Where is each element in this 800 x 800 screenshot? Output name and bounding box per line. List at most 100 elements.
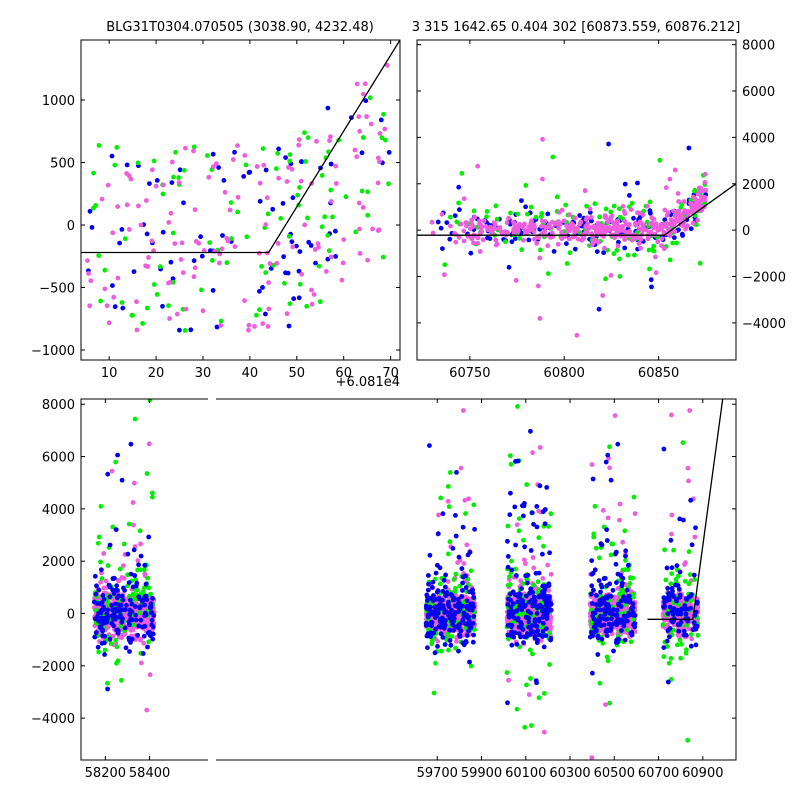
tr-data-point: [608, 209, 614, 215]
b-data-point: [686, 478, 691, 484]
b-data-point: [622, 567, 628, 573]
b-data-point: [589, 755, 595, 760]
tr-data-point: [469, 221, 475, 227]
tr-ytick-label: 6000: [742, 85, 775, 100]
b-data-point: [99, 567, 104, 573]
b-data-point: [116, 577, 121, 583]
b-data-point: [505, 538, 510, 544]
b-data-point: [676, 586, 682, 592]
b-data-point: [135, 632, 141, 638]
b-data-point: [466, 628, 471, 634]
tl-data-point: [340, 260, 346, 266]
b-data-point: [113, 459, 119, 465]
b-data-point: [526, 599, 532, 605]
tl-data-point: [376, 159, 382, 165]
tr-data-point: [676, 227, 681, 233]
tl-data-point: [311, 292, 317, 297]
b-data-point: [524, 482, 530, 487]
tl-data-point: [324, 269, 329, 274]
b-data-point: [437, 581, 443, 587]
b-data-point: [505, 700, 510, 706]
b-data-point: [505, 632, 511, 638]
b-data-point: [429, 585, 435, 590]
b-data-point: [595, 652, 601, 657]
tl-data-point: [309, 287, 314, 293]
b-data-point: [137, 605, 143, 611]
tr-data-point: [469, 236, 475, 242]
b-data-point: [435, 588, 441, 593]
tr-data-point: [459, 170, 465, 176]
tl-data-point: [297, 281, 303, 287]
b-data-point: [693, 642, 699, 648]
tr-data-point: [702, 197, 708, 203]
tl-data-point: [375, 228, 381, 234]
b-data-point: [603, 616, 609, 622]
b-axis-break: [208, 758, 216, 763]
tr-data-point: [534, 241, 540, 246]
tl-data-point: [275, 150, 281, 156]
b-data-point: [523, 561, 528, 566]
tr-data-point: [640, 222, 646, 228]
b-data-point: [522, 557, 527, 563]
b-data-point: [540, 576, 546, 581]
tr-data-point: [636, 241, 642, 246]
tl-data-point: [124, 162, 130, 168]
b-xtick-label: 59900: [461, 766, 502, 781]
tr-data-point: [545, 243, 551, 249]
b-data-point: [509, 633, 514, 639]
tr-data-point: [641, 227, 646, 233]
b-data-point: [518, 620, 524, 625]
tl-data-point: [173, 149, 179, 155]
b-data-point: [138, 541, 144, 547]
tr-data-point: [638, 245, 643, 251]
b-data-point: [590, 476, 596, 482]
tr-data-point: [447, 214, 453, 220]
b-data-point: [597, 555, 602, 561]
b-data-point: [466, 618, 472, 624]
tr-data-point: [577, 221, 583, 227]
tl-data-point: [282, 280, 287, 286]
b-data-point: [540, 551, 545, 557]
tr-data-point: [570, 223, 576, 229]
tr-data-point: [686, 145, 692, 151]
tl-data-point: [191, 144, 197, 150]
b-data-point: [96, 534, 102, 540]
b-data-point: [617, 501, 623, 507]
tl-data-point: [316, 263, 322, 269]
b-data-point: [109, 603, 114, 608]
tl-xtick-label: 40: [242, 366, 259, 381]
b-data-point: [462, 497, 468, 503]
b-data-point: [623, 548, 629, 554]
tl-data-point: [263, 311, 268, 317]
tl-data-point: [276, 175, 282, 181]
tr-data-point: [649, 215, 655, 221]
b-data-point: [662, 605, 667, 610]
tr-data-point: [667, 176, 673, 182]
tl-data-point: [242, 153, 248, 158]
b-data-point: [616, 601, 621, 607]
b-data-point: [93, 591, 99, 597]
tl-data-point: [167, 316, 173, 321]
tl-data-point: [330, 214, 335, 220]
b-data-point: [92, 634, 98, 640]
tr-data-point: [661, 230, 667, 235]
b-data-point: [627, 581, 633, 586]
b-data-point: [614, 580, 619, 585]
b-data-point: [144, 471, 150, 476]
tl-data-point: [120, 305, 126, 311]
b-data-point: [149, 617, 155, 623]
b-data-point: [629, 629, 635, 635]
b-data-point: [145, 575, 151, 581]
tr-data-point: [550, 154, 556, 160]
tr-data-point: [528, 204, 534, 210]
b-data-point: [675, 622, 681, 628]
b-data-point: [673, 582, 678, 588]
b-data-point: [98, 559, 103, 565]
tr-data-point: [583, 230, 588, 236]
b-data-point: [514, 608, 520, 613]
tr-data-point: [544, 224, 550, 230]
tl-data-point: [274, 261, 280, 266]
b-data-point: [665, 679, 671, 685]
tr-data-point: [694, 198, 699, 204]
b-data-point: [135, 558, 141, 563]
